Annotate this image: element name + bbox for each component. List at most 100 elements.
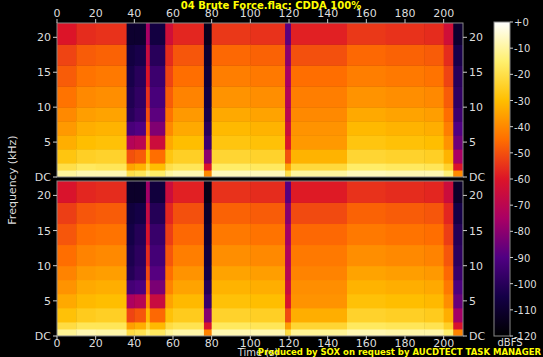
colorbar-tick xyxy=(510,126,513,127)
cell xyxy=(76,181,96,203)
cell xyxy=(146,181,150,203)
cell xyxy=(212,86,251,107)
cell xyxy=(165,44,173,65)
y-tick xyxy=(463,195,467,196)
cell xyxy=(165,329,173,336)
cell xyxy=(127,322,135,330)
cell xyxy=(57,163,77,170)
cell xyxy=(285,294,291,309)
cell xyxy=(424,202,444,224)
cell xyxy=(76,245,96,267)
cell xyxy=(146,107,150,121)
cell xyxy=(212,170,251,177)
cell xyxy=(453,23,463,45)
cell xyxy=(76,23,96,45)
y-tick-label: 5 xyxy=(469,136,476,149)
colorbar-tick-label: -50 xyxy=(514,148,530,159)
cell xyxy=(57,294,77,309)
cell xyxy=(250,44,285,65)
cell xyxy=(424,107,444,121)
cell xyxy=(204,107,212,121)
cell xyxy=(204,245,212,267)
cell xyxy=(96,266,127,281)
cell xyxy=(165,224,173,246)
cell xyxy=(57,86,77,107)
cell xyxy=(453,294,463,309)
cell xyxy=(347,149,386,163)
cell xyxy=(134,170,146,177)
cell xyxy=(444,149,454,163)
cell xyxy=(212,181,251,203)
cell xyxy=(444,280,454,295)
cell xyxy=(134,121,146,135)
colorbar xyxy=(494,22,510,336)
cell xyxy=(291,308,348,323)
cell xyxy=(127,280,135,295)
x-tick-label: 40 xyxy=(127,337,141,350)
cell xyxy=(212,202,251,224)
y-tick-label: 5 xyxy=(44,136,51,149)
cell xyxy=(444,135,454,149)
cell xyxy=(250,65,285,86)
y-label: Frequency (kHz) xyxy=(6,135,19,224)
cell xyxy=(453,65,463,86)
cell xyxy=(146,121,150,135)
cell xyxy=(127,163,135,170)
colorbar-tick xyxy=(510,283,513,284)
cell xyxy=(146,170,150,177)
cell xyxy=(250,23,285,45)
cell xyxy=(150,245,166,267)
cell xyxy=(173,107,204,121)
cell xyxy=(173,65,204,86)
colorbar-tick xyxy=(510,179,513,180)
cell xyxy=(165,65,173,86)
y-tick xyxy=(53,230,57,231)
cell xyxy=(424,86,444,107)
cell xyxy=(165,202,173,224)
colorbar-tick-label: +0 xyxy=(514,17,529,28)
cell xyxy=(127,23,135,45)
colorbar-tick xyxy=(510,205,513,206)
plot-area xyxy=(57,23,463,177)
cell xyxy=(146,294,150,309)
cell xyxy=(212,322,251,330)
y-tick-label: 15 xyxy=(37,225,51,238)
cell xyxy=(76,294,96,309)
cell xyxy=(134,329,146,336)
cell xyxy=(250,135,285,149)
x-tick-label: 40 xyxy=(127,7,141,20)
cell xyxy=(96,44,127,65)
cell xyxy=(291,44,348,65)
cell xyxy=(173,294,204,309)
colorbar-tick-label: -60 xyxy=(514,174,530,185)
cell xyxy=(212,149,251,163)
cell xyxy=(76,107,96,121)
cell xyxy=(150,224,166,246)
cell xyxy=(347,181,386,203)
cell xyxy=(134,266,146,281)
cell xyxy=(96,308,127,323)
cell xyxy=(291,181,348,203)
y-tick-label: 15 xyxy=(469,225,483,238)
cell xyxy=(173,308,204,323)
colorbar-tick-label: -40 xyxy=(514,122,530,133)
y-tick-label: DC xyxy=(35,330,51,343)
cell xyxy=(146,245,150,267)
cell xyxy=(204,202,212,224)
cell xyxy=(285,86,291,107)
cell xyxy=(96,245,127,267)
cell xyxy=(453,224,463,246)
cell xyxy=(57,107,77,121)
y-tick xyxy=(463,300,467,301)
cell xyxy=(250,308,285,323)
cell xyxy=(150,181,166,203)
y-tick-label: 10 xyxy=(469,260,483,273)
cell xyxy=(424,224,444,246)
y-tick xyxy=(463,336,467,337)
cell xyxy=(146,266,150,281)
cell xyxy=(424,149,444,163)
y-tick xyxy=(463,142,467,143)
cell xyxy=(424,170,444,177)
cell xyxy=(212,163,251,170)
cell xyxy=(285,44,291,65)
